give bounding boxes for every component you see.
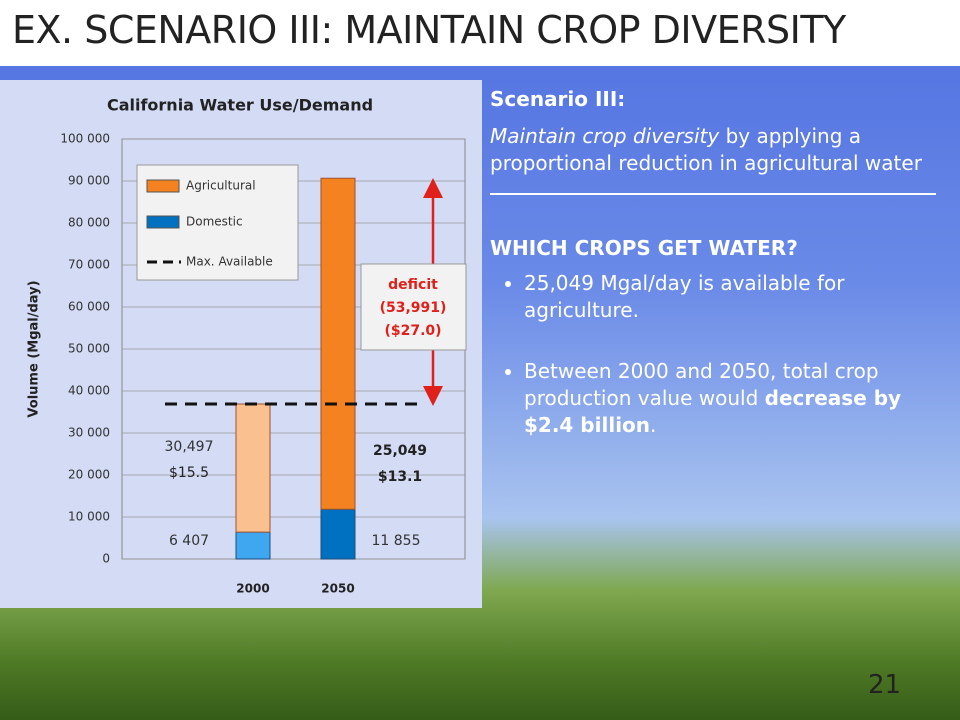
bar-segment — [320, 177, 356, 510]
deficit-box — [360, 263, 467, 351]
bullet-text: . — [650, 413, 657, 437]
y-tick-label: 90 000 — [68, 174, 110, 188]
annotation: $13.1 — [378, 469, 422, 485]
bullet: Between 2000 and 2050, total crop produc… — [524, 358, 950, 439]
heading: Scenario III: — [490, 87, 626, 111]
legend-label: Domestic — [186, 215, 243, 229]
intro: Maintain crop diversity by applying a pr… — [490, 123, 950, 177]
bullet: 25,049 Mgal/day is available for agricul… — [524, 270, 950, 324]
legend-label: Agricultural — [186, 179, 256, 193]
y-tick-label: 20 000 — [68, 468, 110, 482]
bar-segment — [235, 531, 271, 560]
y-tick-label: 30 000 — [68, 426, 110, 440]
bullet-bold: decrease by $2.4 billion — [524, 386, 902, 437]
annotation: $15.5 — [169, 465, 209, 481]
slide-title: EX. SCENARIO III: MAINTAIN CROP DIVERSIT… — [12, 8, 846, 52]
y-axis-label: Volume (Mgal/day) — [27, 280, 42, 417]
legend-swatch — [146, 179, 180, 193]
title-bar — [0, 0, 960, 66]
value-label: 11 855 — [372, 533, 421, 549]
annotation: 25,049 — [373, 443, 427, 459]
question: WHICH CROPS GET WATER? — [490, 236, 798, 260]
y-tick-label: 40 000 — [68, 384, 110, 398]
bullets: 25,049 Mgal/day is available for agricul… — [490, 270, 950, 439]
legend-swatch — [146, 215, 180, 229]
page-number: 21 — [868, 670, 902, 700]
chart-panel: California Water Use/Demand Volume (Mgal… — [0, 80, 482, 608]
text-panel: Scenario III: Maintain crop diversity by… — [490, 86, 950, 473]
y-tick-label: 60 000 — [68, 300, 110, 314]
x-tick-label: 2050 — [321, 582, 354, 596]
deficit-text: deficit — [388, 277, 438, 293]
deficit-text: (53,991) — [380, 300, 447, 316]
value-label: 30,497 — [165, 439, 214, 455]
y-tick-label: 100 000 — [60, 132, 110, 146]
value-label: 6 407 — [169, 533, 209, 549]
x-tick-label: 2000 — [236, 582, 269, 596]
bullet-text: Between 2000 and 2050, total crop produc… — [524, 359, 879, 410]
y-tick-label: 10 000 — [68, 510, 110, 524]
chart-title: California Water Use/Demand — [107, 96, 373, 115]
bar-segment — [320, 508, 356, 560]
separator — [490, 193, 936, 195]
y-tick-label: 80 000 — [68, 216, 110, 230]
y-tick-label: 50 000 — [68, 342, 110, 356]
legend-label: Max. Available — [186, 255, 273, 269]
intro-rest: by applying a proportional reduction in … — [490, 124, 922, 175]
bar-segment — [235, 403, 271, 533]
deficit-text: ($27.0) — [384, 323, 441, 339]
y-tick-label: 70 000 — [68, 258, 110, 272]
y-tick-label: 0 — [102, 552, 110, 566]
intro-italic: Maintain crop diversity — [490, 124, 720, 148]
chart: California Water Use/Demand Volume (Mgal… — [27, 96, 467, 596]
